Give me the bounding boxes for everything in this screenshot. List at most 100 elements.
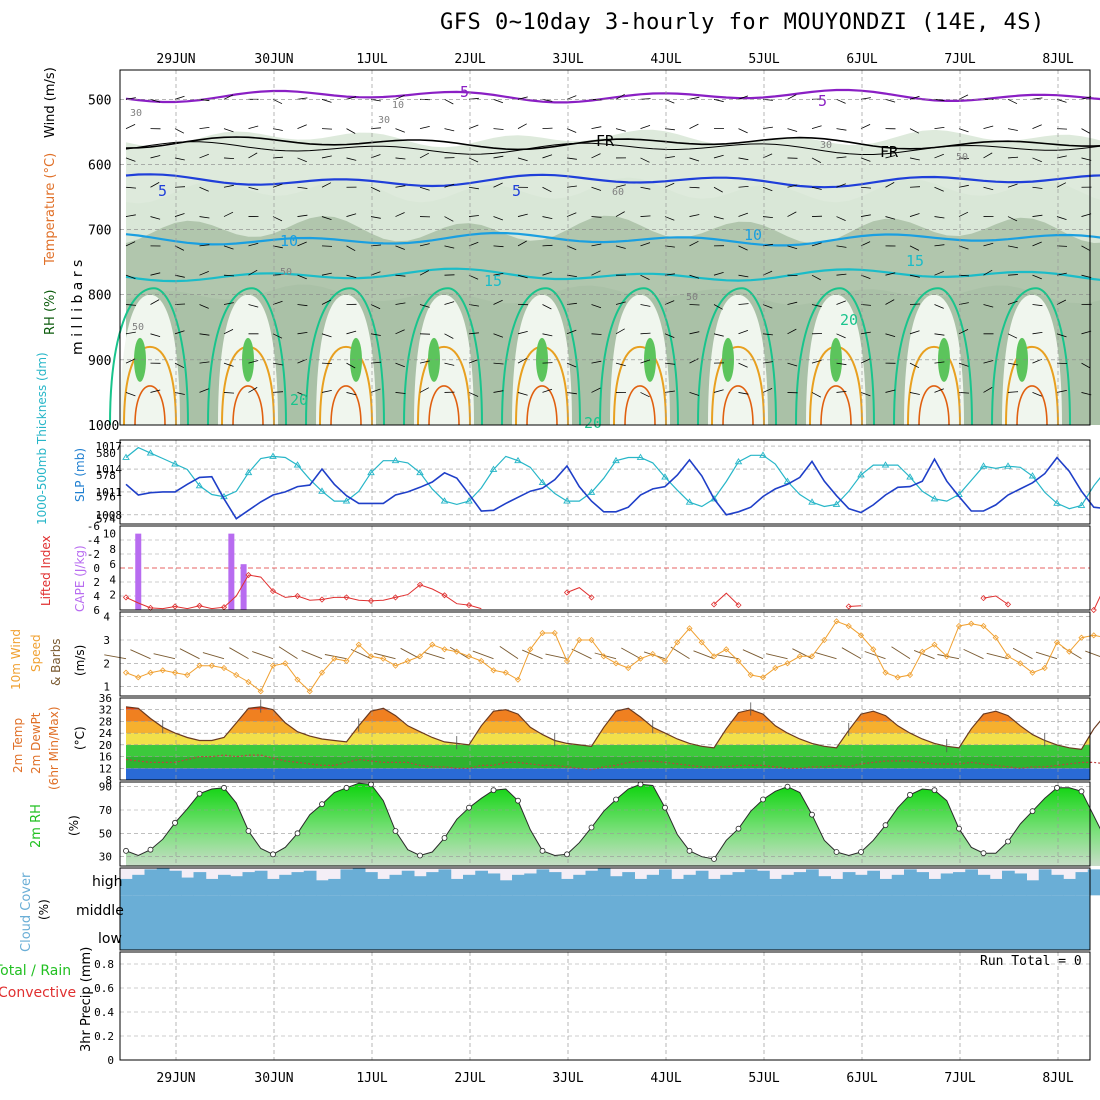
wind-barb	[615, 93, 625, 100]
wind-barb-10m	[792, 648, 813, 660]
rh-high-patch	[938, 337, 950, 382]
wind-barb	[321, 272, 332, 276]
wind-barb	[566, 392, 577, 395]
rh-point	[784, 783, 791, 790]
wind-barb	[836, 128, 847, 131]
wind-speed-point	[955, 622, 963, 630]
thickness-point	[906, 473, 914, 480]
rh-point	[343, 784, 350, 791]
wind-barb	[199, 98, 210, 102]
cloud-high-bar	[671, 878, 684, 896]
wind-barb	[223, 184, 234, 188]
rh-point	[956, 825, 962, 832]
wind-barb	[272, 300, 283, 305]
wind-barb	[272, 128, 283, 131]
wind-barb	[836, 273, 847, 276]
wind-barb	[370, 361, 382, 364]
wind-barb	[787, 362, 798, 367]
wind-barb	[542, 362, 553, 364]
wind-speed-point	[1053, 639, 1061, 646]
wind-barb	[909, 392, 920, 395]
wind-barb	[444, 333, 454, 339]
wind-barb	[395, 329, 405, 335]
wind-barb	[664, 333, 675, 338]
wind-barb	[762, 216, 773, 218]
rh-point	[588, 824, 595, 831]
cloud-high-bar	[1038, 869, 1052, 896]
wind-barb	[566, 185, 577, 188]
cloud-high-bar	[156, 868, 170, 896]
isotherm-minus5	[125, 88, 1100, 104]
wind-barb	[542, 244, 553, 247]
lifted-point	[980, 595, 987, 602]
wind-barb	[566, 302, 577, 305]
wind-barb	[370, 244, 382, 247]
wind-barb	[713, 389, 724, 393]
pressure-tick-label: 500	[88, 93, 111, 108]
date-label-bottom: 8JUL	[1042, 1071, 1073, 1086]
wind-barb	[738, 212, 749, 217]
thickness-point	[514, 456, 522, 464]
thickness-slp-frame	[119, 439, 1091, 525]
wind-barb	[493, 299, 503, 305]
chart-title: GFS 0~10day 3-hourly for MOUYONDZI (14E,…	[440, 10, 1045, 35]
precip-frame	[119, 951, 1091, 1061]
wind-barb	[150, 272, 161, 276]
contour-label: FR	[880, 143, 899, 161]
wind-barb	[468, 392, 479, 397]
date-label-top: 4JUL	[650, 52, 681, 67]
wind-barb	[664, 98, 675, 104]
temp-line	[125, 706, 1100, 750]
wind-barb	[395, 245, 405, 250]
lifted-line	[125, 574, 482, 610]
wind-barb	[542, 154, 553, 159]
wind-barb	[934, 244, 945, 247]
wind-barb-10m	[130, 649, 151, 660]
wind-barb	[1056, 216, 1067, 220]
wind-speed-point	[1078, 634, 1085, 641]
wind-barb	[983, 152, 993, 159]
wind-barb	[664, 300, 675, 305]
wind-barb	[640, 304, 651, 307]
wind-barb	[272, 156, 284, 159]
date-label-bottom: 3JUL	[552, 1071, 583, 1086]
wind-barb	[125, 241, 136, 247]
pressure-tick-label: 800	[88, 289, 111, 304]
cloud-high-bar	[1026, 880, 1040, 896]
wind-barb	[468, 241, 479, 247]
wind-barb-10m	[1012, 647, 1033, 660]
wind-barb	[909, 157, 920, 161]
wind-barb	[640, 392, 650, 398]
wind-barb	[493, 362, 504, 365]
wind-barb	[640, 215, 651, 217]
temp-contour-20	[795, 287, 875, 426]
wind-barb-10m	[400, 647, 421, 660]
thickness-point	[244, 468, 253, 476]
wind-barb	[517, 392, 528, 396]
temp-contour-20	[501, 287, 581, 426]
wind-tick-label: 4	[103, 611, 110, 624]
wind-barb	[958, 128, 969, 133]
wind-speed-point	[171, 669, 179, 676]
wind-barb	[591, 243, 602, 247]
contour-label: 20	[584, 414, 602, 432]
temp-frame	[119, 697, 1091, 781]
wind-barb	[444, 362, 455, 366]
wind-barb	[738, 245, 748, 251]
dewpoint-line	[125, 754, 1100, 771]
label-total-rain: Total / Rain	[0, 963, 71, 979]
wind-speed-point	[220, 664, 228, 672]
rh-contour-label: 50	[956, 152, 968, 163]
wind-barb	[885, 389, 896, 393]
label-lifted: Lifted Index	[39, 535, 53, 606]
wind-barb	[444, 98, 454, 105]
thickness-point	[808, 498, 816, 505]
wind-barb	[860, 157, 871, 162]
wind-barb	[713, 154, 724, 159]
wind-speed-point	[294, 676, 301, 683]
temp-bands	[126, 706, 1090, 780]
cloud-high-bar	[940, 873, 954, 896]
wind-barb-10m	[742, 649, 764, 660]
rh-point	[392, 828, 399, 834]
rh-high-patch	[644, 337, 656, 382]
